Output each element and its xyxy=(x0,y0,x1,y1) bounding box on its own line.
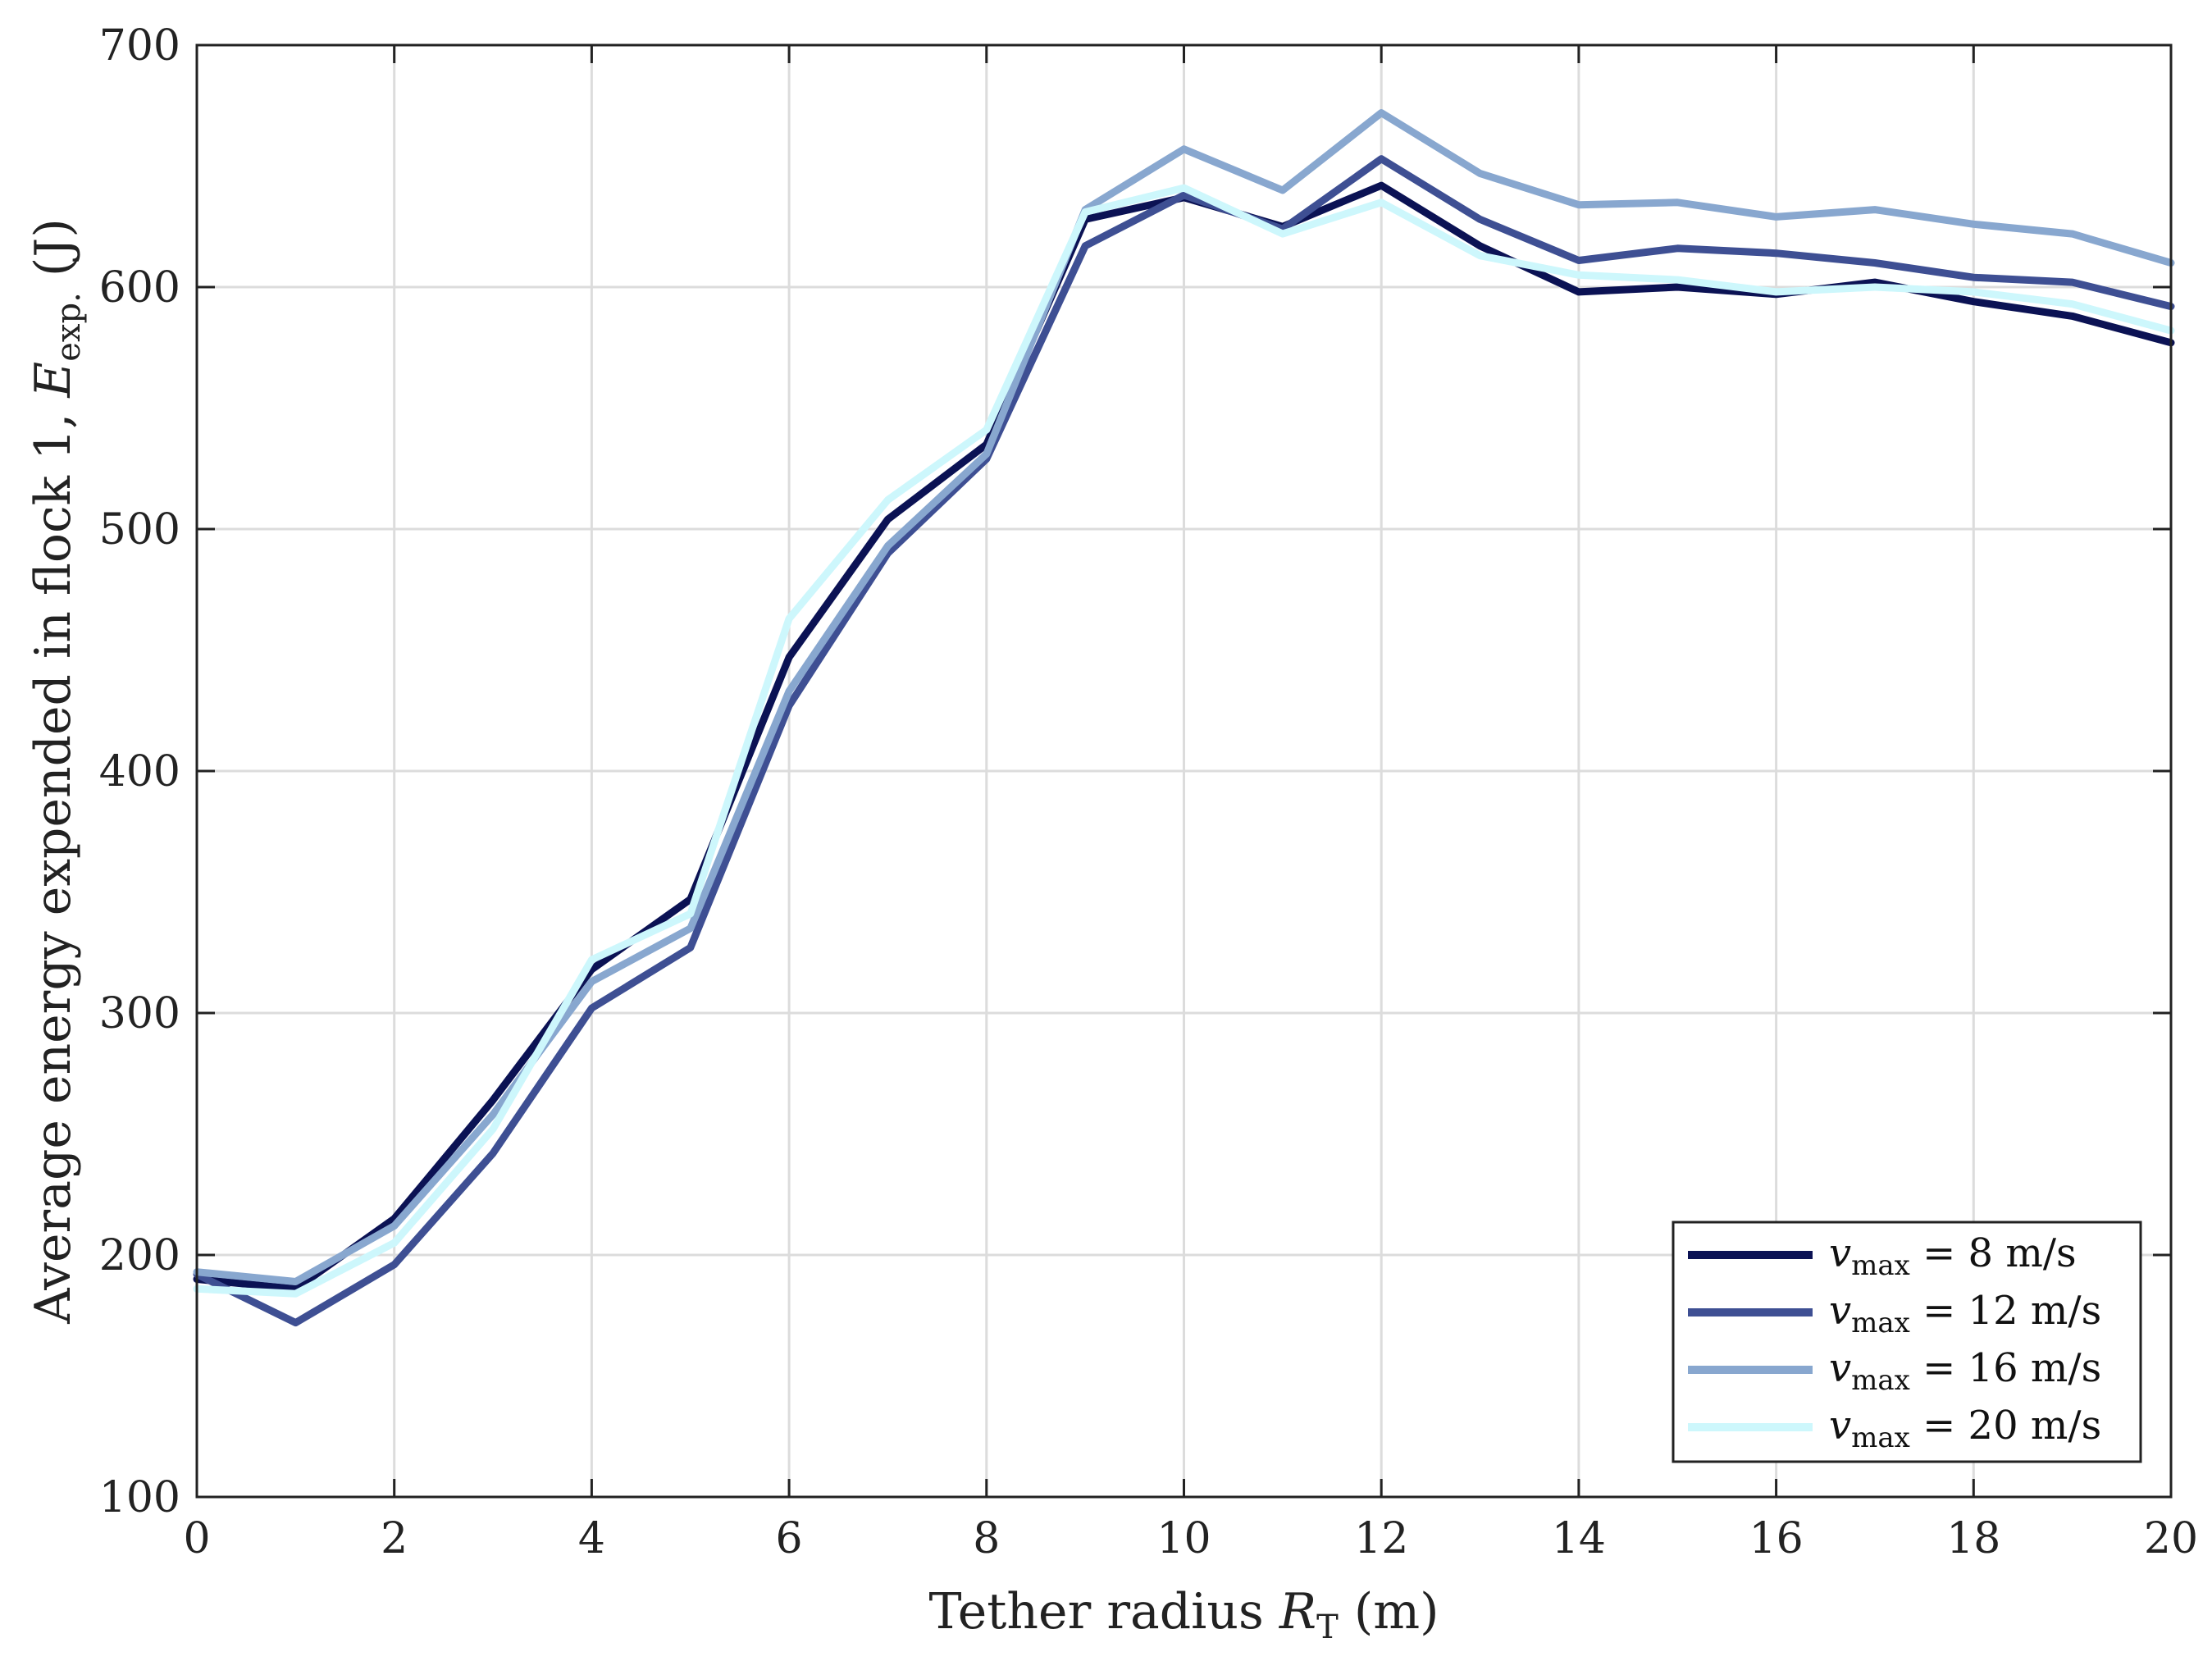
legend-label: vmax = 8 m/s xyxy=(1829,1230,2077,1282)
legend: vmax = 8 m/s vmax = 12 m/s vmax = 16 m/s… xyxy=(1672,1221,2142,1463)
y-axis-title-unit: (J) xyxy=(25,218,82,292)
y-tick-label: 300 xyxy=(99,989,180,1038)
legend-rest: = 20 m/s xyxy=(1910,1403,2101,1449)
x-axis-title-text: Tether radius xyxy=(928,1583,1279,1640)
legend-entry: vmax = 20 m/s xyxy=(1688,1403,2101,1454)
legend-label: vmax = 12 m/s xyxy=(1829,1288,2101,1339)
x-tick-label: 12 xyxy=(1354,1514,1408,1563)
x-tick-label: 8 xyxy=(973,1514,1000,1563)
x-tick-label: 16 xyxy=(1749,1514,1804,1563)
y-tick-label: 600 xyxy=(99,263,180,313)
legend-sub: max xyxy=(1851,1307,1910,1339)
legend-var: v xyxy=(1829,1403,1851,1449)
legend-var: v xyxy=(1829,1345,1851,1391)
x-tick-label: 0 xyxy=(183,1514,210,1563)
x-axis-title-var: R xyxy=(1279,1583,1316,1640)
y-axis-title-sub: exp. xyxy=(50,292,88,362)
legend-rest: = 8 m/s xyxy=(1910,1230,2077,1276)
x-tick-label: 20 xyxy=(2144,1514,2198,1563)
series-layer xyxy=(193,109,2175,1327)
y-axis-title-text: Average energy expended in flock 1, xyxy=(25,398,82,1325)
legend-var: v xyxy=(1829,1288,1851,1334)
series-line-2 xyxy=(193,155,2175,1327)
legend-rest: = 16 m/s xyxy=(1910,1345,2101,1391)
series-line-4 xyxy=(193,184,2175,1298)
x-tick-label: 4 xyxy=(578,1514,605,1563)
x-tick-label: 14 xyxy=(1552,1514,1606,1563)
y-axis-title: Average energy expended in flock 1, Eexp… xyxy=(25,218,88,1325)
y-tick-label: 700 xyxy=(99,21,180,71)
legend-rest: = 12 m/s xyxy=(1910,1288,2101,1334)
legend-sub: max xyxy=(1851,1364,1910,1397)
legend-label: vmax = 16 m/s xyxy=(1829,1345,2101,1397)
legend-label: vmax = 20 m/s xyxy=(1829,1403,2101,1454)
x-tick-label: 2 xyxy=(381,1514,408,1563)
legend-entry: vmax = 12 m/s xyxy=(1688,1288,2101,1339)
y-tick-label: 500 xyxy=(99,505,180,554)
legend-sub: max xyxy=(1851,1249,1910,1282)
x-tick-label: 6 xyxy=(776,1514,803,1563)
legend-sub: max xyxy=(1851,1421,1910,1454)
axis-ticks xyxy=(195,43,2173,1499)
x-tick-label: 18 xyxy=(1946,1514,2000,1563)
x-tick-label: 10 xyxy=(1156,1514,1211,1563)
legend-entry: vmax = 8 m/s xyxy=(1688,1230,2077,1282)
y-axis-title-var: E xyxy=(25,362,82,399)
y-tick-label: 200 xyxy=(99,1231,180,1280)
x-axis-title-unit: (m) xyxy=(1339,1583,1439,1640)
legend-entry: vmax = 16 m/s xyxy=(1688,1345,2101,1397)
legend-var: v xyxy=(1829,1230,1851,1276)
x-axis-title-sub: T xyxy=(1316,1609,1339,1646)
legend-box xyxy=(1672,1221,2142,1463)
y-tick-label: 100 xyxy=(99,1473,180,1522)
y-tick-label: 400 xyxy=(99,747,180,796)
x-axis-title: Tether radius RT (m) xyxy=(928,1583,1439,1646)
